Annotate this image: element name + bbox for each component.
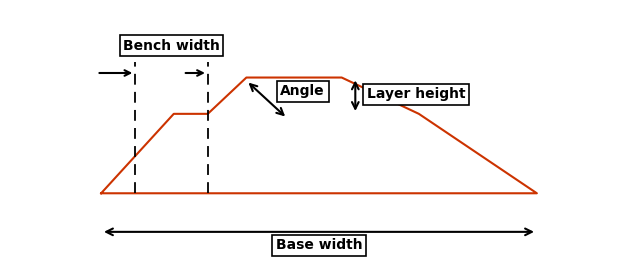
Text: Angle: Angle xyxy=(281,84,325,98)
Text: Layer height: Layer height xyxy=(367,87,465,101)
Text: Bench width: Bench width xyxy=(123,39,220,53)
Text: Base width: Base width xyxy=(276,238,362,252)
